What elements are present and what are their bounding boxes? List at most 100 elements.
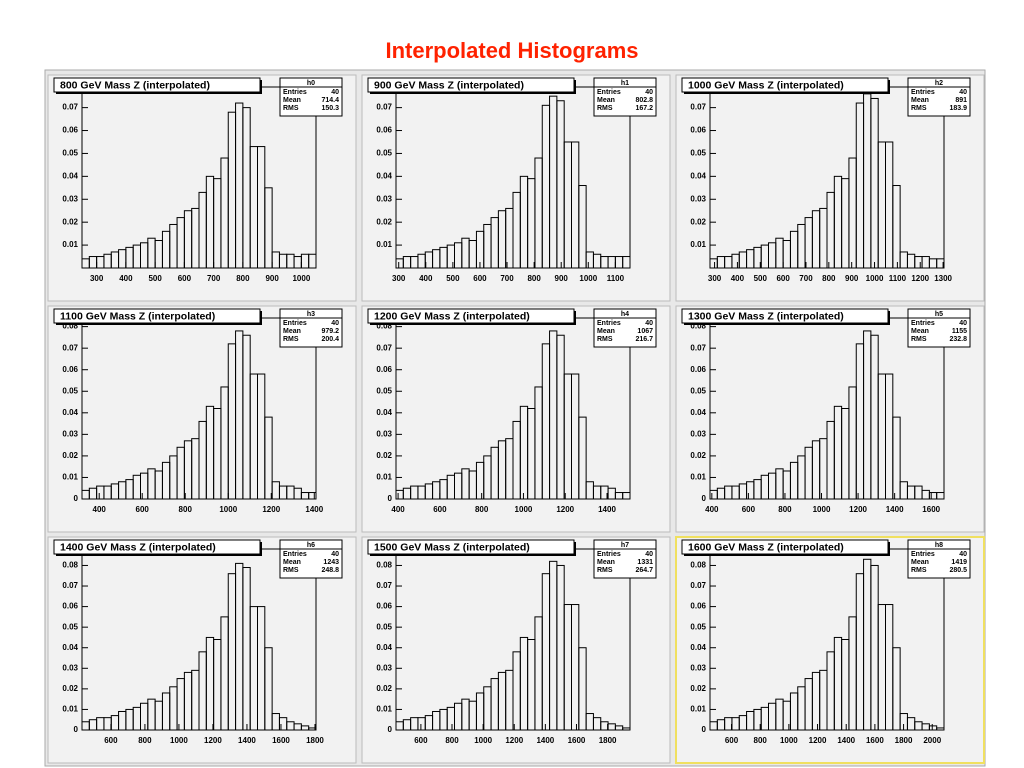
histogram-panel[interactable]: 0 0.01 0.02 0.03 0.04 0.05 0.06 0.07 0.08 400 600 8… <box>361 305 671 533</box>
y-tick-label: 0.03 <box>62 663 78 672</box>
stats-label: RMS <box>597 336 613 343</box>
histogram-panel[interactable]: 0.01 0.02 0.03 0.04 0.05 0.06 0.07 300 400 500 600… <box>361 74 671 302</box>
x-tick-label: 800 <box>138 736 152 745</box>
x-tick-label: 500 <box>754 274 768 283</box>
histogram-bin <box>308 492 317 500</box>
title-box <box>681 308 889 324</box>
stats-label: Entries <box>597 551 621 558</box>
x-tick-label: 600 <box>104 736 118 745</box>
title-box <box>681 77 889 93</box>
stats-value: 40 <box>959 320 967 327</box>
x-tick-label: 400 <box>731 274 745 283</box>
y-tick-label: 0.01 <box>376 473 392 482</box>
panel-title: 1200 GeV Mass Z (interpolated) <box>374 310 530 322</box>
y-tick-label: 0.02 <box>690 684 706 693</box>
x-tick-label: 1300 <box>934 274 952 283</box>
x-tick-label: 1000 <box>579 274 597 283</box>
x-tick-label: 1000 <box>219 505 237 514</box>
x-tick-label: 1100 <box>889 274 907 283</box>
x-tick-label: 800 <box>445 736 459 745</box>
histogram-panel[interactable]: 0.01 0.02 0.03 0.04 0.05 0.06 0.07 300 400 500 600… <box>47 74 357 302</box>
stats-name: h0 <box>307 80 315 87</box>
histogram-panel[interactable]: 0.01 0.02 0.03 0.04 0.05 0.06 0.07 300 400 500 600… <box>675 74 985 302</box>
x-tick-label: 400 <box>93 505 107 514</box>
y-tick-label: 0.01 <box>690 473 706 482</box>
stats-label: Mean <box>911 328 929 335</box>
y-tick-label: 0.07 <box>62 343 78 352</box>
stats-value: 40 <box>331 89 339 96</box>
x-tick-label: 900 <box>265 274 279 283</box>
y-tick-label: 0.05 <box>62 386 78 395</box>
stats-name: h6 <box>307 542 315 549</box>
y-tick-label: 0.07 <box>62 103 78 112</box>
y-tick-label: 0.07 <box>376 103 392 112</box>
y-tick-label: 0.08 <box>376 561 392 570</box>
stats-value: 40 <box>331 551 339 558</box>
title-box <box>53 308 261 324</box>
y-tick-label: 0.06 <box>62 365 78 374</box>
y-tick-label: 0.05 <box>690 622 706 631</box>
y-tick-label: 0.04 <box>690 643 706 652</box>
y-tick-label: 0.02 <box>376 217 392 226</box>
y-tick-label: 0.03 <box>690 663 706 672</box>
stats-value: 40 <box>645 89 653 96</box>
x-tick-label: 800 <box>179 505 193 514</box>
y-tick-label: 0.08 <box>62 561 78 570</box>
histogram-panel[interactable]: 0 0.01 0.02 0.03 0.04 0.05 0.06 0.07 0.08 400 600 8… <box>47 305 357 533</box>
stats-value: 40 <box>331 320 339 327</box>
stats-value: 40 <box>645 551 653 558</box>
title-box <box>367 539 575 555</box>
y-tick-label: 0.04 <box>376 171 392 180</box>
stats-value: 714.4 <box>321 97 339 104</box>
y-tick-label: 0.06 <box>376 602 392 611</box>
y-tick-label: 0.04 <box>62 643 78 652</box>
stats-box <box>279 77 343 117</box>
panel-title: 800 GeV Mass Z (interpolated) <box>60 79 210 91</box>
histogram-bin <box>622 727 631 731</box>
x-tick-label: 900 <box>555 274 569 283</box>
stats-value: 264.7 <box>635 567 653 574</box>
stats-name: h8 <box>935 542 943 549</box>
x-tick-label: 1200 <box>505 736 523 745</box>
stats-value: 248.8 <box>321 567 339 574</box>
stats-value: 1067 <box>637 328 653 335</box>
stats-value: 40 <box>645 320 653 327</box>
x-tick-label: 1200 <box>204 736 222 745</box>
x-tick-label: 900 <box>845 274 859 283</box>
y-tick-label: 0.05 <box>376 149 392 158</box>
title-box <box>53 539 261 555</box>
x-tick-label: 1600 <box>922 505 940 514</box>
stats-label: RMS <box>911 336 927 343</box>
histogram-panel[interactable]: 0 0.01 0.02 0.03 0.04 0.05 0.06 0.07 0.08 600 800 1… <box>361 536 671 764</box>
y-tick-label: 0.05 <box>690 149 706 158</box>
x-tick-label: 400 <box>705 505 719 514</box>
y-tick-label: 0.05 <box>376 386 392 395</box>
y-tick-label: 0.03 <box>690 429 706 438</box>
stats-label: Entries <box>283 320 307 327</box>
title-box <box>681 539 889 555</box>
stats-label: Mean <box>283 97 301 104</box>
x-tick-label: 1200 <box>556 505 574 514</box>
y-tick-label: 0.01 <box>62 705 78 714</box>
y-tick-label: 0.02 <box>62 217 78 226</box>
y-tick-label: 0.04 <box>62 408 78 417</box>
stats-box <box>593 539 657 579</box>
y-tick-label: 0.02 <box>376 684 392 693</box>
x-tick-label: 600 <box>725 736 739 745</box>
stats-name: h7 <box>621 542 629 549</box>
stats-box <box>593 77 657 117</box>
x-tick-label: 400 <box>391 505 405 514</box>
histogram-bin <box>892 647 901 731</box>
y-tick-label: 0.03 <box>376 663 392 672</box>
y-tick-label: 0.04 <box>62 171 78 180</box>
x-tick-label: 600 <box>178 274 192 283</box>
y-tick-label: 0.05 <box>376 622 392 631</box>
histogram-panel[interactable]: 0 0.01 0.02 0.03 0.04 0.05 0.06 0.07 0.08 600 800 1… <box>47 536 357 764</box>
y-tick-label: 0.01 <box>62 240 78 249</box>
histogram-panel[interactable]: 0 0.01 0.02 0.03 0.04 0.05 0.06 0.07 0.08 600 800 1… <box>675 536 985 764</box>
histogram-panel[interactable]: 0 0.01 0.02 0.03 0.04 0.05 0.06 0.07 0.08 400 600 8… <box>675 305 985 533</box>
x-tick-label: 1400 <box>238 736 256 745</box>
y-tick-label: 0.07 <box>376 343 392 352</box>
panel-title: 900 GeV Mass Z (interpolated) <box>374 79 524 91</box>
stats-label: Mean <box>597 97 615 104</box>
